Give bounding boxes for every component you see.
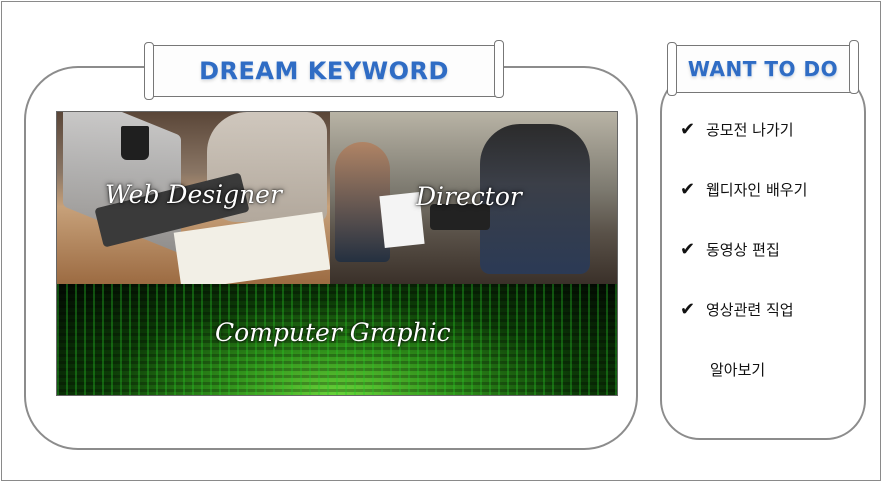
dream-keyword-title: DREAM KEYWORD bbox=[199, 57, 449, 85]
list-item-label: 영상관련 직업 bbox=[706, 301, 794, 319]
check-icon: ✔ bbox=[680, 119, 696, 140]
list-item-continuation: 알아보기 bbox=[680, 360, 860, 420]
director-label: Director bbox=[416, 182, 522, 211]
matrix-code-background bbox=[57, 284, 617, 395]
director-person-image bbox=[480, 124, 590, 274]
list-item-label: 동영상 편집 bbox=[706, 241, 780, 259]
list-item: ✔ 동영상 편집 bbox=[680, 240, 860, 300]
camera-image bbox=[430, 204, 490, 230]
director-photo: Director bbox=[330, 112, 617, 284]
want-to-do-title: WANT TO DO bbox=[687, 57, 839, 81]
web-designer-label: Web Designer bbox=[105, 180, 282, 209]
scroll-curl-right bbox=[494, 40, 504, 98]
want-to-do-panel bbox=[660, 72, 866, 440]
dream-keyword-banner: DREAM KEYWORD bbox=[144, 40, 504, 100]
mug-image bbox=[121, 126, 149, 160]
scroll-curl-left bbox=[144, 42, 154, 100]
list-item-label: 웹디자인 배우기 bbox=[706, 181, 808, 199]
scroll-curl-right bbox=[849, 40, 859, 94]
keyword-collage: Web Designer Director Computer Graphic bbox=[56, 111, 618, 396]
list-item: ✔ 영상관련 직업 bbox=[680, 300, 860, 360]
web-designer-photo: Web Designer bbox=[57, 112, 330, 284]
scroll-curl-left bbox=[667, 42, 677, 96]
computer-graphic-photo: Computer Graphic bbox=[57, 284, 617, 395]
list-item-label: 알아보기 bbox=[710, 361, 766, 379]
check-icon: ✔ bbox=[680, 179, 696, 200]
check-icon: ✔ bbox=[680, 299, 696, 320]
want-to-do-list: ✔ 공모전 나가기 ✔ 웹디자인 배우기 ✔ 동영상 편집 ✔ 영상관련 직업 … bbox=[680, 120, 860, 420]
computer-graphic-label: Computer Graphic bbox=[215, 318, 451, 347]
want-to-do-banner: WANT TO DO bbox=[667, 40, 859, 96]
check-icon: ✔ bbox=[680, 239, 696, 260]
list-item: ✔ 공모전 나가기 bbox=[680, 120, 860, 180]
list-item: ✔ 웹디자인 배우기 bbox=[680, 180, 860, 240]
list-item-label: 공모전 나가기 bbox=[706, 121, 794, 139]
